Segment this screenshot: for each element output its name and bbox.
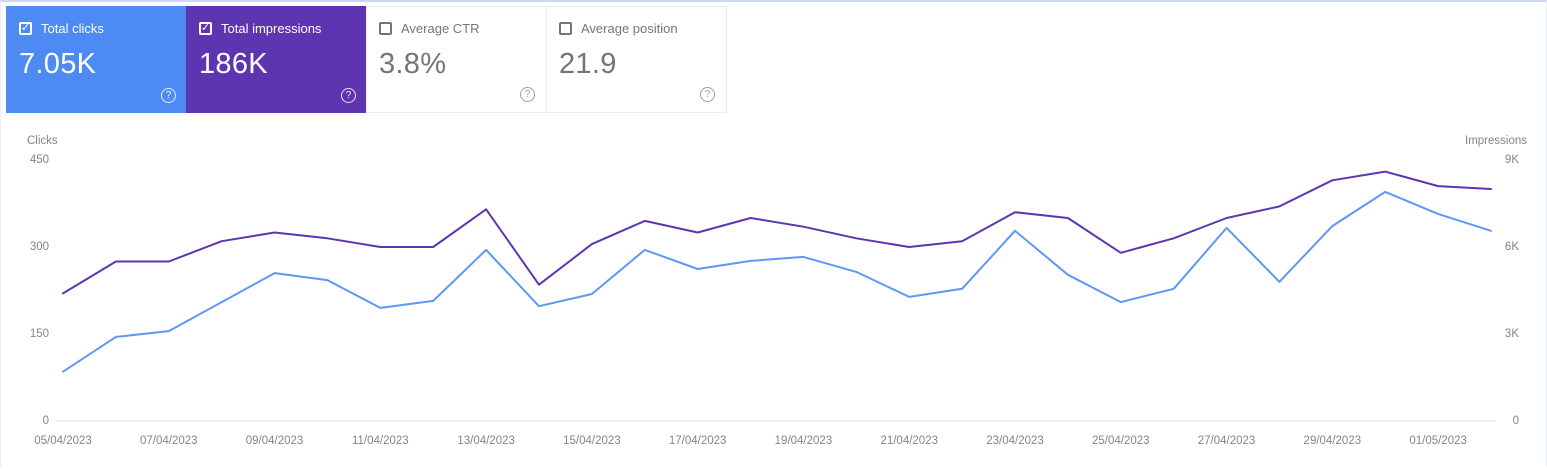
card-header: ✓ Total clicks xyxy=(19,21,174,36)
y-axis-tick-right: 3K xyxy=(1504,328,1519,340)
x-axis-label: 27/04/2023 xyxy=(1197,435,1256,447)
average-position-value: 21.9 xyxy=(559,48,617,80)
y-axis-tick-right: 0 xyxy=(1512,415,1519,427)
average-position-checkbox[interactable] xyxy=(559,22,572,35)
card-average-ctr[interactable]: Average CTR 3.8% ? xyxy=(366,6,547,113)
total-impressions-value: 186K xyxy=(199,48,268,80)
average-position-label: Average position xyxy=(581,21,678,36)
y-axis-tick-right: 9K xyxy=(1504,154,1519,166)
x-axis-label: 11/04/2023 xyxy=(351,435,409,447)
total-clicks-value: 7.05K xyxy=(19,48,97,80)
total-clicks-label: Total clicks xyxy=(41,21,104,36)
card-total-clicks[interactable]: ✓ Total clicks 7.05K ? xyxy=(6,6,187,113)
help-icon[interactable]: ? xyxy=(341,88,356,103)
performance-chart: Clicks Impressions 0 150 300 450 0 3K 6K 9K 05/0… xyxy=(1,121,1546,471)
average-ctr-checkbox[interactable] xyxy=(379,22,392,35)
x-axis-label: 13/04/2023 xyxy=(457,435,515,447)
help-icon[interactable]: ? xyxy=(520,87,535,102)
right-axis-title: Impressions xyxy=(1465,135,1527,147)
y-axis-tick-right: 6K xyxy=(1504,241,1519,253)
left-axis-title: Clicks xyxy=(27,135,58,147)
y-axis-tick-left: 150 xyxy=(29,328,49,340)
total-impressions-checkbox[interactable]: ✓ xyxy=(199,22,212,35)
x-axis-label: 01/05/2023 xyxy=(1409,435,1467,447)
x-axis-label: 23/04/2023 xyxy=(986,435,1044,447)
x-axis-label: 29/04/2023 xyxy=(1303,435,1362,447)
y-axis-tick-left: 450 xyxy=(29,154,49,166)
x-axis-label: 07/04/2023 xyxy=(139,435,198,447)
help-icon[interactable]: ? xyxy=(700,87,715,102)
average-ctr-value: 3.8% xyxy=(379,48,447,80)
y-axis-tick-left: 0 xyxy=(42,415,49,427)
clicks-line xyxy=(62,190,1492,373)
average-ctr-label: Average CTR xyxy=(401,21,480,36)
metric-cards: ✓ Total clicks 7.05K ? ✓ Total impressio… xyxy=(6,6,1546,113)
card-header: Average CTR xyxy=(379,21,534,36)
card-header: ✓ Total impressions xyxy=(199,21,354,36)
impressions-line xyxy=(62,170,1492,295)
y-axis-tick-left: 300 xyxy=(29,241,49,253)
x-axis-label: 21/04/2023 xyxy=(880,435,938,447)
card-header: Average position xyxy=(559,21,714,36)
x-axis-label: 25/04/2023 xyxy=(1091,435,1150,447)
x-axis-label: 05/04/2023 xyxy=(34,435,92,447)
total-impressions-label: Total impressions xyxy=(221,21,322,36)
x-axis-label: 09/04/2023 xyxy=(245,435,304,447)
help-icon[interactable]: ? xyxy=(161,88,176,103)
x-axis-label: 19/04/2023 xyxy=(774,435,833,447)
card-total-impressions[interactable]: ✓ Total impressions 186K ? xyxy=(186,6,367,113)
x-axis-label: 17/04/2023 xyxy=(668,435,727,447)
chart-canvas[interactable] xyxy=(1,121,1546,471)
total-clicks-checkbox[interactable]: ✓ xyxy=(19,22,32,35)
x-axis-label: 15/04/2023 xyxy=(563,435,621,447)
card-average-position[interactable]: Average position 21.9 ? xyxy=(546,6,727,113)
